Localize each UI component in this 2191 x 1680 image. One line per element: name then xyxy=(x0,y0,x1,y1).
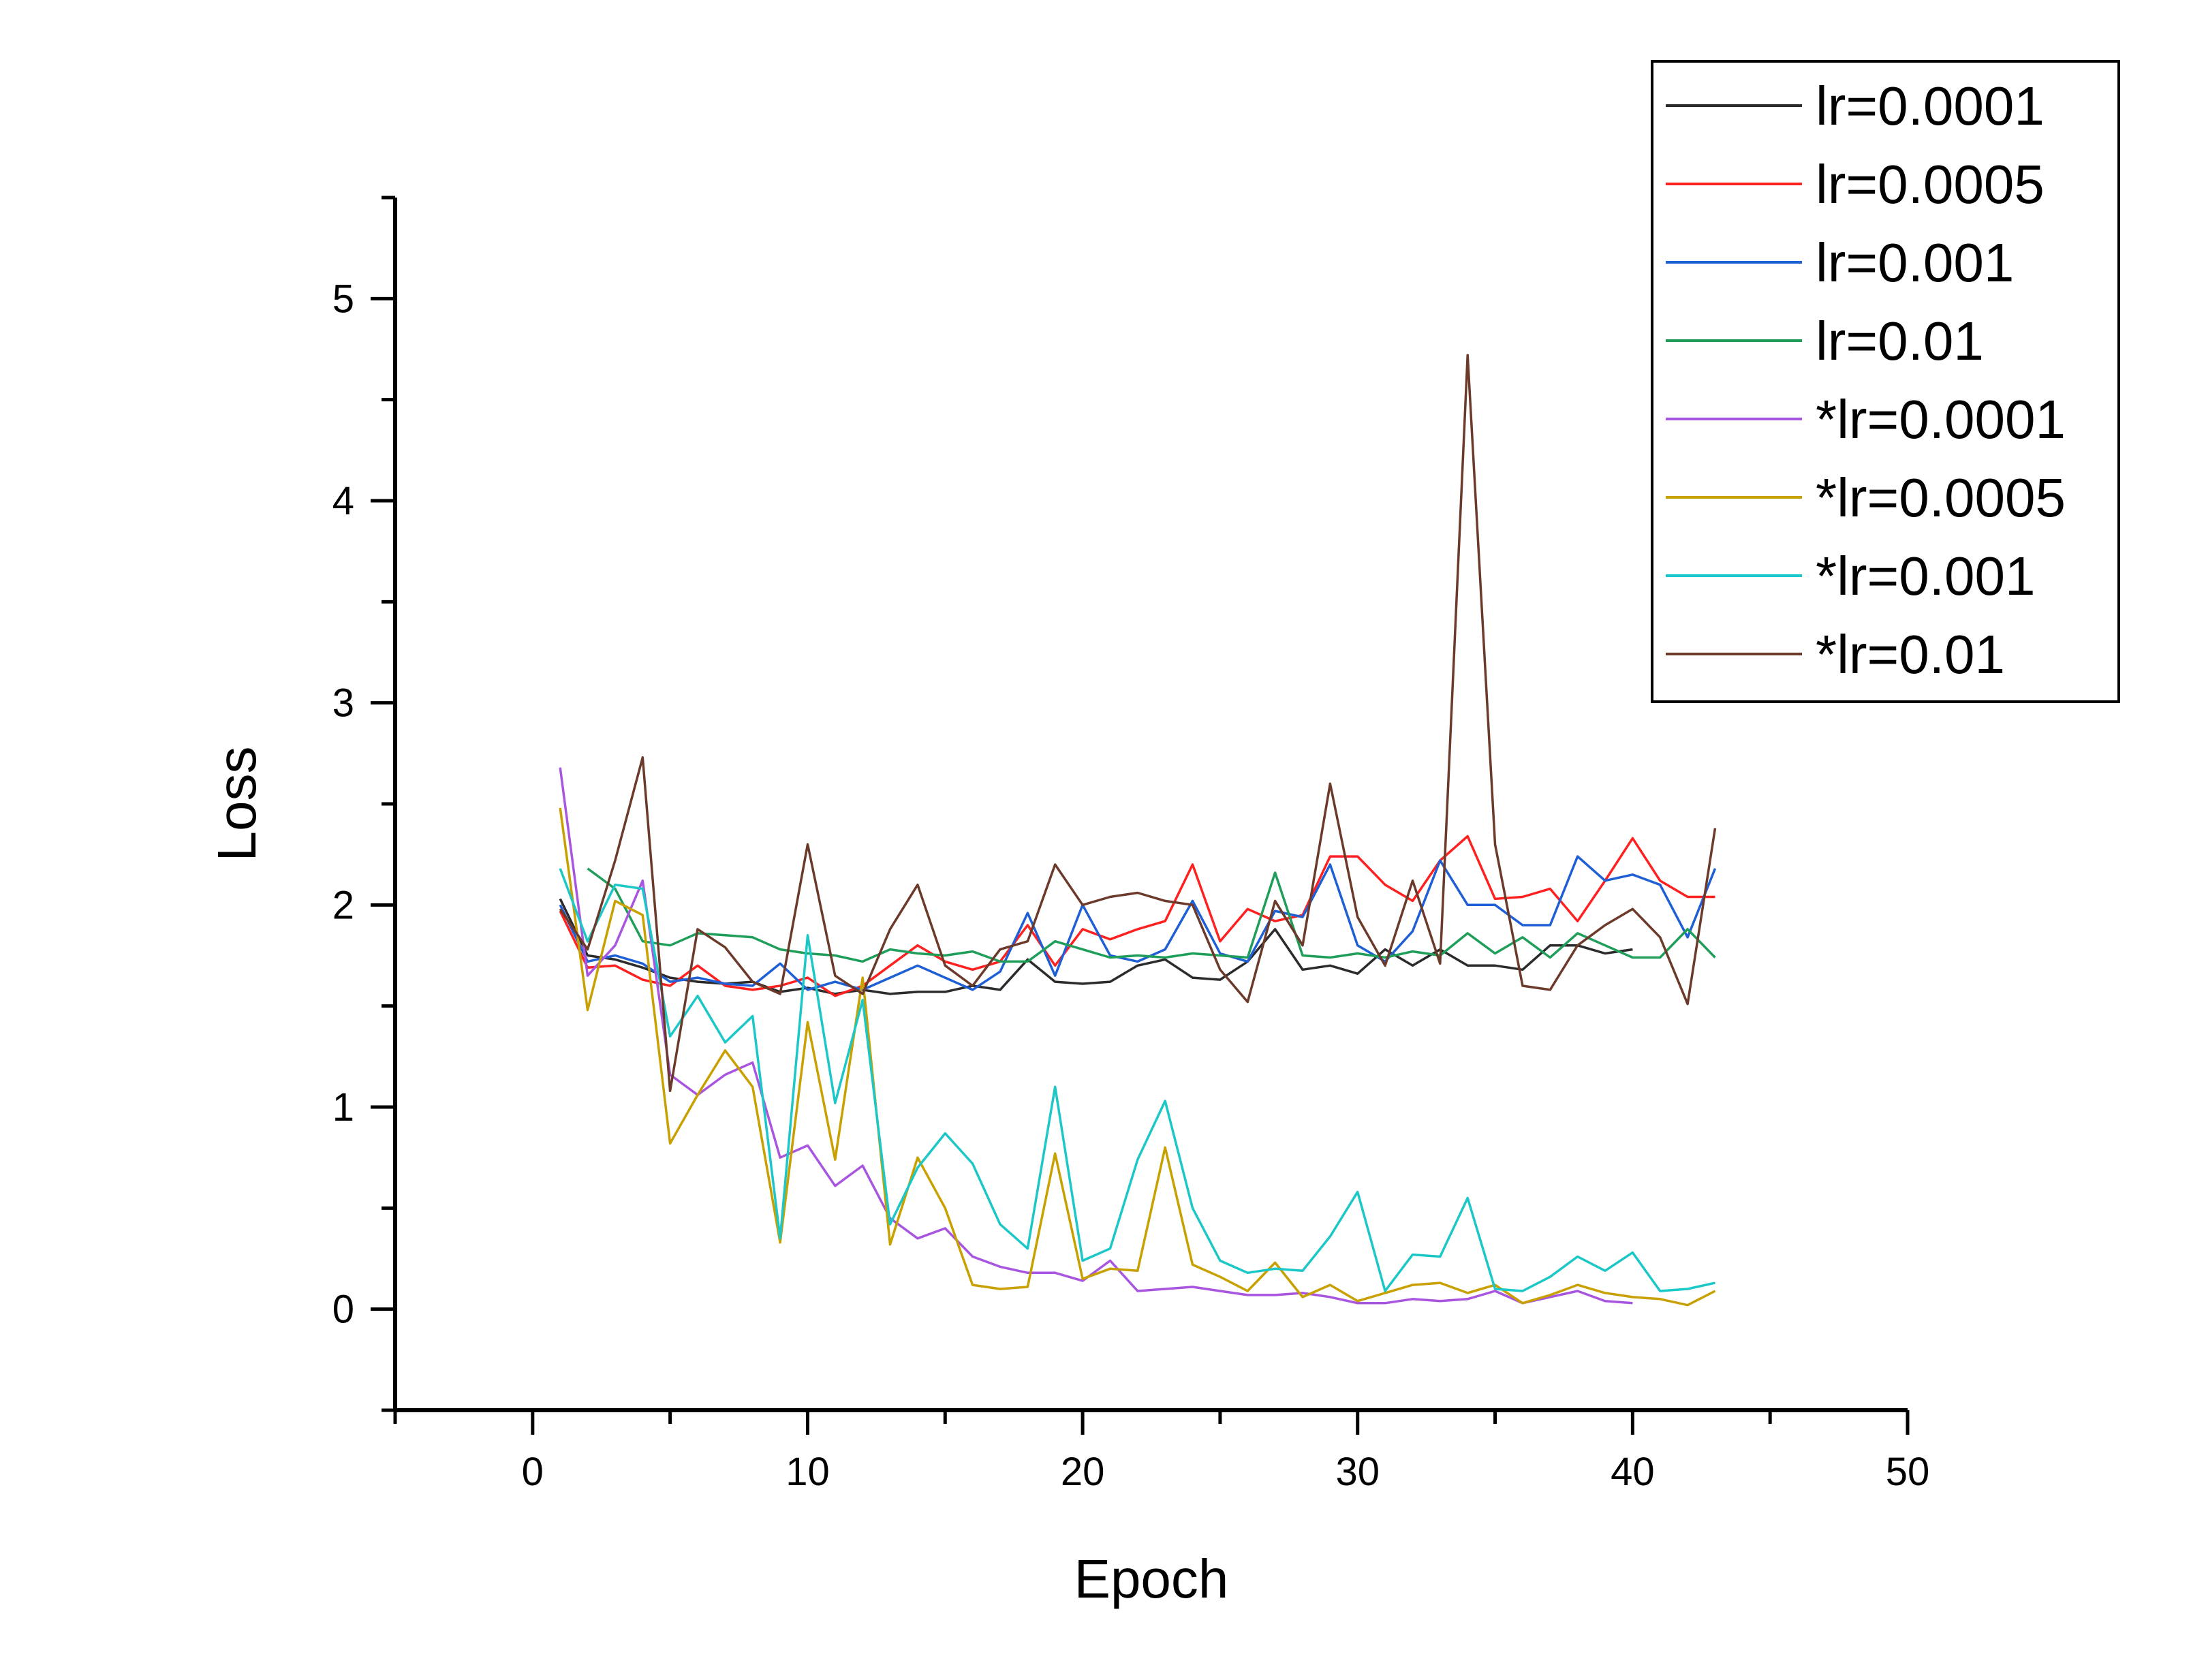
legend-label: lr=0.01 xyxy=(1816,311,1984,371)
series-line-2 xyxy=(559,835,1715,997)
series-line-4 xyxy=(587,867,1716,963)
y-tick-label: 2 xyxy=(332,883,354,927)
legend-label: lr=0.0005 xyxy=(1816,154,2045,215)
series-lines xyxy=(559,354,1717,1307)
y-tick-label: 0 xyxy=(332,1288,354,1332)
x-tick-label: 40 xyxy=(1611,1450,1655,1494)
x-tick-label: 30 xyxy=(1335,1450,1380,1494)
y-axis-title: Loss xyxy=(206,747,267,862)
x-axis-title: Epoch xyxy=(1074,1549,1229,1609)
y-tick-label: 3 xyxy=(332,681,354,726)
axes: 0 10 20 30 40 50 0 1 2 3 4 5 xyxy=(332,196,1930,1494)
legend: lr=0.0001 lr=0.0005 lr=0.001 lr=0.01 *lr=0.0… xyxy=(1651,60,2120,703)
x-tick-label: 50 xyxy=(1886,1450,1930,1494)
series-line-7 xyxy=(559,868,1715,1292)
series-line-8 xyxy=(559,354,1717,1093)
series-line-1 xyxy=(559,898,1633,995)
legend-label: lr=0.001 xyxy=(1816,232,2014,293)
legend-label: *lr=0.0001 xyxy=(1816,389,2066,450)
y-tick-label: 1 xyxy=(332,1085,354,1130)
y-tick-label: 5 xyxy=(332,277,354,321)
axis-titles: Epoch Loss xyxy=(206,747,1228,1609)
y-tick-label: 4 xyxy=(332,479,354,523)
legend-label: *lr=0.001 xyxy=(1816,546,2035,606)
x-tick-label: 20 xyxy=(1061,1450,1105,1494)
series-line-3 xyxy=(559,855,1717,991)
legend-label: *lr=0.0005 xyxy=(1816,467,2066,528)
x-tick-label: 0 xyxy=(522,1450,544,1494)
legend-label: *lr=0.01 xyxy=(1816,624,2005,685)
x-tick-label: 10 xyxy=(786,1450,830,1494)
series-line-6 xyxy=(559,807,1716,1307)
legend-label: lr=0.0001 xyxy=(1816,76,2045,136)
legend-box xyxy=(1651,60,2120,703)
